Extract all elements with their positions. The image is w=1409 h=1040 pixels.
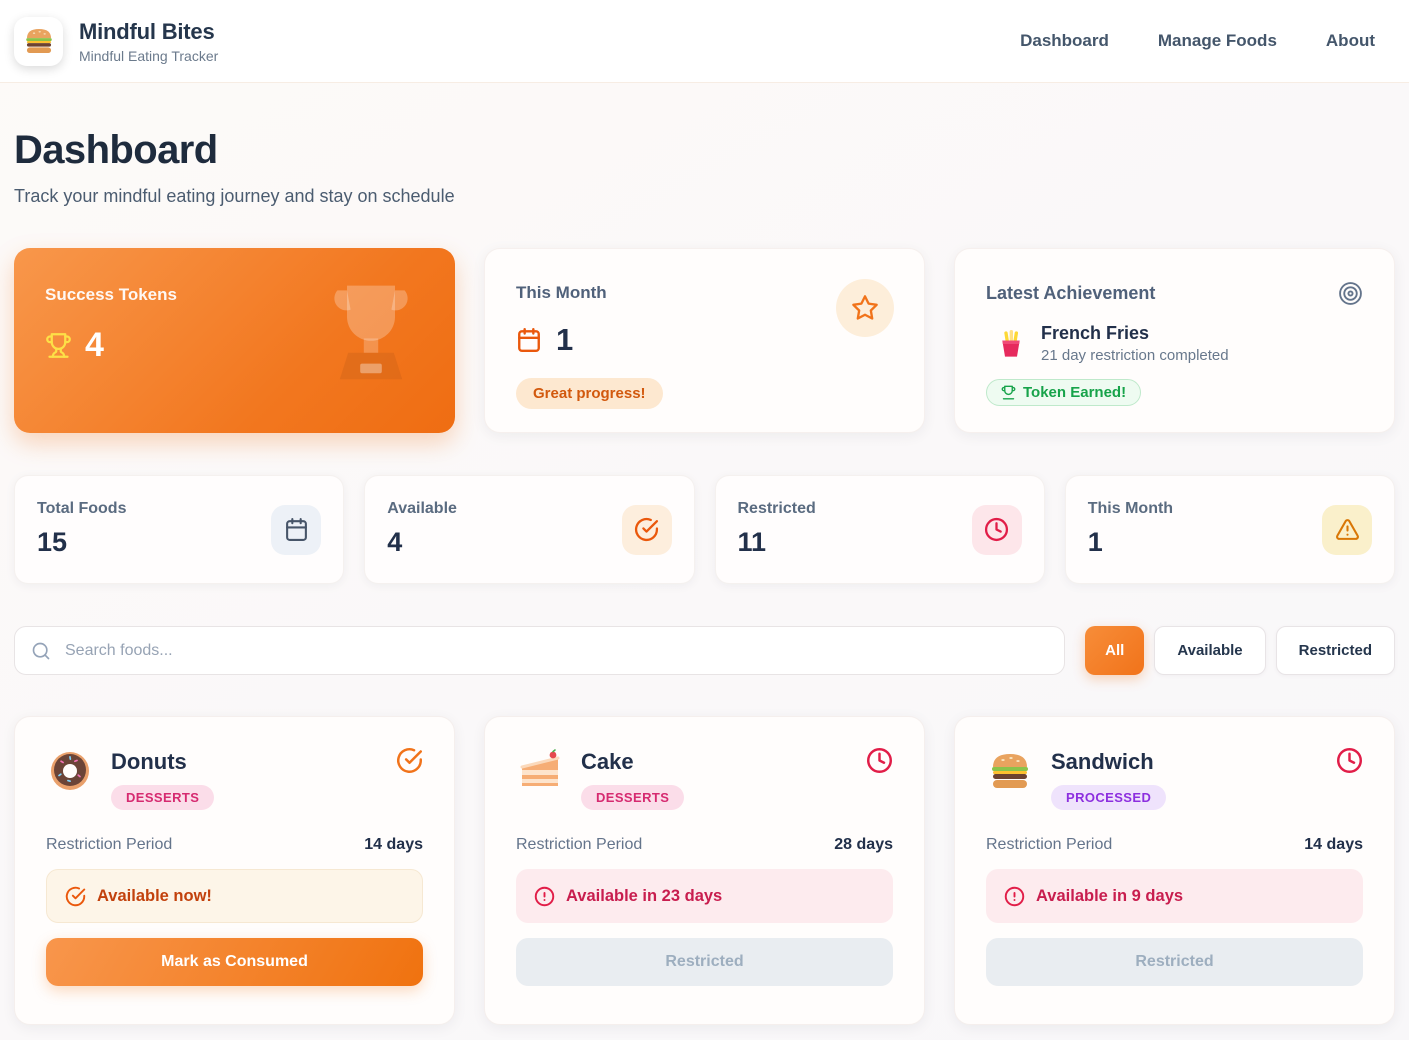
restriction-period-label: Restriction Period: [516, 836, 643, 853]
achievement-food-name: French Fries: [1041, 323, 1150, 343]
availability-status: Available in 23 days: [516, 869, 893, 923]
check-circle-icon: [396, 747, 423, 774]
trophy-icon: [45, 332, 72, 359]
calendar-icon: [516, 327, 542, 353]
hero-cards: Success Tokens 4: [14, 248, 1395, 433]
search-icon: [31, 641, 51, 661]
this-month-label: This Month: [516, 283, 607, 302]
check-circle-icon: [621, 504, 672, 555]
this-month-value: 1: [556, 322, 574, 357]
restricted-button: Restricted: [986, 938, 1363, 986]
cake-icon: [516, 747, 564, 795]
burger-icon: [22, 24, 56, 58]
mark-consumed-button[interactable]: Mark as Consumed: [46, 938, 423, 986]
stat-label: Restricted: [737, 500, 816, 517]
trophy-small-icon: [1001, 385, 1016, 400]
token-earned-label: Token Earned!: [1023, 384, 1127, 401]
availability-status: Available now!: [46, 869, 423, 923]
restriction-period-label: Restriction Period: [986, 836, 1113, 853]
availability-status: Available in 9 days: [986, 869, 1363, 923]
search-filter-row: All Available Restricted: [14, 626, 1395, 675]
availability-text: Available now!: [97, 886, 212, 905]
alert-circle-icon: [1004, 886, 1025, 907]
app-logo: [14, 16, 63, 66]
food-name: Cake: [581, 749, 634, 774]
check-circle-icon: [65, 886, 86, 907]
brand-text: Mindful Bites Mindful Eating Tracker: [79, 19, 218, 64]
food-name: Sandwich: [1051, 749, 1154, 774]
token-earned-badge: Token Earned!: [986, 379, 1142, 406]
food-category-badge: DESSERTS: [581, 785, 685, 810]
achievement-label: Latest Achievement: [986, 283, 1156, 303]
this-month-card: This Month 1 Great progress!: [484, 248, 925, 433]
warning-triangle-icon: [1322, 504, 1372, 555]
success-tokens-value: 4: [85, 326, 104, 364]
clock-icon: [866, 747, 893, 774]
stats-row: Total Foods 15 Available 4 Restric: [14, 475, 1395, 584]
stat-total-foods: Total Foods 15: [14, 475, 345, 584]
page-subtitle: Track your mindful eating journey and st…: [14, 186, 455, 206]
app-subtitle: Mindful Eating Tracker: [79, 47, 219, 64]
success-tokens-label: Success Tokens: [45, 285, 177, 304]
stat-value: 11: [737, 527, 767, 557]
food-category-badge: PROCESSED: [1051, 785, 1167, 810]
fries-icon: [995, 328, 1027, 360]
restriction-period-label: Restriction Period: [46, 836, 173, 853]
dashboard-page: Dashboard Track your mindful eating jour…: [0, 128, 1409, 1025]
page-title: Dashboard: [14, 128, 218, 172]
food-card-sandwich: Sandwich PROCESSED Restriction Period 14…: [954, 716, 1395, 1025]
sandwich-icon: [986, 747, 1034, 795]
stat-available: Available 4: [364, 475, 695, 584]
stat-restricted: Restricted 11: [714, 475, 1045, 584]
trophy-watermark-icon: [311, 276, 431, 396]
main-nav: Dashboard Manage Foods About: [1020, 31, 1375, 51]
search-input[interactable]: [63, 640, 1049, 661]
star-circle: [836, 279, 894, 337]
availability-text: Available in 9 days: [1036, 886, 1184, 905]
food-name: Donuts: [111, 749, 187, 774]
stat-value: 15: [37, 527, 68, 557]
nav-dashboard[interactable]: Dashboard: [1020, 31, 1109, 50]
stat-value: 4: [387, 527, 403, 557]
restriction-period-value: 28 days: [834, 836, 893, 853]
progress-badge: Great progress!: [516, 378, 663, 409]
achievement-description: 21 day restriction completed: [1041, 347, 1229, 364]
clock-icon: [1336, 747, 1363, 774]
app-title: Mindful Bites: [79, 18, 215, 44]
search-box[interactable]: [14, 626, 1066, 675]
restricted-button: Restricted: [516, 938, 893, 986]
success-tokens-card: Success Tokens 4: [14, 248, 455, 433]
restriction-period-value: 14 days: [364, 836, 423, 853]
latest-achievement-card: Latest Achievement: [954, 248, 1395, 433]
food-card-cake: Cake DESSERTS Restriction Period 28 days: [484, 716, 925, 1025]
stat-label: Available: [387, 500, 457, 517]
stat-label: This Month: [1087, 500, 1174, 517]
restriction-period-value: 14 days: [1304, 836, 1363, 853]
filter-available-button[interactable]: Available: [1154, 626, 1266, 675]
nav-about[interactable]: About: [1325, 31, 1375, 50]
calendar-icon: [271, 504, 322, 555]
filter-all-button[interactable]: All: [1085, 626, 1145, 675]
filter-restricted-button[interactable]: Restricted: [1275, 626, 1395, 675]
top-bar: Mindful Bites Mindful Eating Tracker Das…: [0, 0, 1409, 83]
availability-text: Available in 23 days: [566, 886, 723, 905]
food-card-donuts: Donuts DESSERTS Restriction Period 14 da…: [14, 716, 455, 1025]
food-cards: Donuts DESSERTS Restriction Period 14 da…: [14, 716, 1395, 1025]
food-category-badge: DESSERTS: [111, 785, 215, 810]
stat-this-month: This Month 1: [1064, 475, 1395, 584]
stat-label: Total Foods: [37, 500, 127, 517]
star-icon: [851, 294, 879, 322]
nav-manage-foods[interactable]: Manage Foods: [1157, 31, 1277, 50]
target-icon: [1338, 281, 1363, 306]
alert-circle-icon: [534, 886, 555, 907]
clock-icon: [971, 504, 1022, 555]
stat-value: 1: [1087, 527, 1103, 557]
brand: Mindful Bites Mindful Eating Tracker: [14, 16, 218, 66]
donut-icon: [46, 747, 94, 795]
